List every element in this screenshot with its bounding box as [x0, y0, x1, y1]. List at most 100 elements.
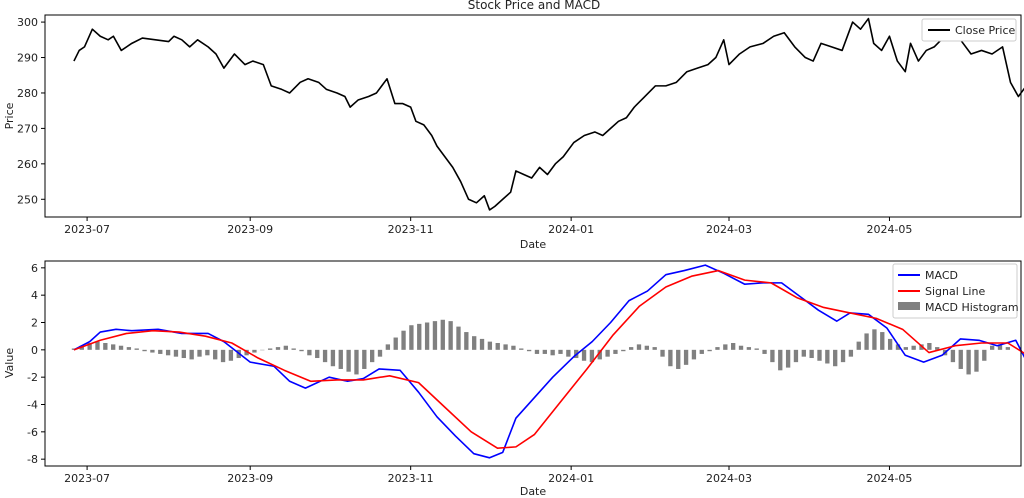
macd-histogram-bar	[126, 347, 132, 350]
macd-histogram-bar	[393, 337, 398, 350]
macd-histogram-bar	[927, 343, 932, 350]
macd-histogram-bar	[189, 349, 194, 360]
y-tick-label: -2	[27, 371, 38, 384]
macd-histogram-bar	[134, 348, 139, 350]
y-tick-label: 250	[17, 193, 38, 206]
macd-histogram-bar	[244, 349, 249, 356]
macd-histogram-bar	[958, 349, 963, 369]
macd-histogram-bar	[644, 345, 649, 350]
macd-histogram-bar	[228, 349, 234, 361]
legend-label-signal-line: Signal Line	[925, 285, 985, 298]
macd-histogram-bar	[448, 321, 453, 350]
macd-histogram-bar	[566, 349, 571, 357]
y-tick-label: 280	[17, 87, 38, 100]
x-tick-label: 2023-09	[227, 223, 273, 236]
macd-histogram-bar	[903, 347, 908, 350]
macd-histogram-bar	[503, 344, 508, 350]
macd-histogram-bar	[291, 348, 296, 350]
x-tick-label: 2024-03	[706, 472, 752, 485]
macd-histogram-bar	[275, 347, 281, 350]
y-tick-label: 6	[31, 262, 38, 275]
macd-histogram-bar	[267, 348, 273, 350]
macd-histogram-bar	[668, 349, 673, 367]
y-tick-label: 270	[17, 122, 38, 135]
macd-histogram-bar	[338, 349, 343, 369]
macd-histogram-bar	[205, 349, 210, 356]
macd-histogram-bar	[252, 349, 257, 353]
x-tick-label: 2024-03	[706, 223, 752, 236]
macd-histogram-bar	[1005, 347, 1011, 350]
x-tick-label: 2024-01	[548, 472, 594, 485]
y-tick-label: 300	[17, 16, 38, 29]
x-tick-label: 2024-05	[866, 472, 912, 485]
macd-histogram-bar	[778, 349, 783, 371]
macd-histogram-bar	[982, 349, 987, 361]
macd-histogram-bar	[833, 349, 838, 367]
macd-histogram-bar	[424, 322, 430, 350]
macd-axes: 2023-07 2023-09 2023-11 2024-01 2024-03 2024-…	[3, 260, 1024, 498]
macd-histogram-bar	[691, 349, 697, 360]
macd-histogram-bar	[377, 349, 383, 357]
x-tick-label: 2023-11	[388, 223, 434, 236]
macd-histogram-bar	[213, 349, 218, 360]
macd-histogram-bar	[401, 330, 406, 350]
macd-histogram-bar	[581, 349, 587, 361]
macd-histogram-bar	[346, 349, 351, 372]
macd-histogram-bar	[652, 347, 657, 350]
macd-histogram-bar	[558, 349, 563, 354]
macd-x-axis-label: Date	[520, 485, 547, 498]
macd-histogram-bar	[636, 344, 642, 350]
macd-histogram-bar	[621, 349, 626, 352]
macd-axes-frame	[44, 260, 1022, 467]
macd-histogram-bar	[150, 349, 155, 353]
macd-histogram-bar	[809, 349, 814, 359]
macd-histogram-bar	[762, 349, 767, 354]
macd-histogram-bar	[715, 347, 720, 350]
y-tick-label: 0	[31, 344, 38, 357]
x-tick-label: 2023-09	[227, 472, 273, 485]
macd-histogram-bar	[118, 345, 124, 350]
macd-histogram-bar	[817, 349, 822, 361]
price-axes: 2023-07 2023-09 2023-11 2024-01 2024-03 2024-…	[3, 14, 1024, 251]
macd-histogram-bar	[825, 349, 830, 364]
macd-histogram-bar	[307, 349, 312, 356]
x-tick-label: 2023-11	[388, 472, 434, 485]
x-tick-label: 2024-01	[548, 223, 594, 236]
macd-histogram-bar	[801, 349, 806, 357]
legend-label-macd-histogram: MACD Histogram	[925, 301, 1019, 314]
macd-histogram-bar	[487, 341, 493, 350]
macd-histogram-bar	[605, 349, 610, 357]
macd-histogram-bar	[283, 345, 288, 350]
macd-y-axis-label: Value	[3, 348, 16, 378]
price-x-axis-label: Date	[520, 238, 547, 251]
macd-histogram-bar	[676, 349, 681, 369]
y-tick-label: 2	[31, 317, 38, 330]
y-tick-label: 260	[17, 158, 38, 171]
macd-histogram-bar	[315, 349, 320, 359]
macd-histogram-bar	[707, 349, 712, 352]
macd-histogram-bar	[322, 349, 328, 363]
macd-histogram-bar	[974, 349, 979, 372]
macd-histogram-bar	[87, 343, 92, 350]
macd-histogram-bar	[197, 349, 202, 357]
macd-histogram-bar	[997, 344, 1003, 350]
macd-histogram-bar	[840, 349, 846, 363]
macd-histogram-bar	[550, 349, 555, 356]
macd-histogram-bar	[511, 345, 516, 350]
x-tick-label: 2024-05	[866, 223, 912, 236]
macd-histogram-bar	[456, 326, 461, 350]
macd-histogram-bar	[542, 349, 547, 354]
macd-histogram-bar	[966, 349, 971, 375]
macd-histogram-bar	[495, 343, 500, 350]
macd-histogram-bar	[464, 332, 469, 350]
y-tick-label: 290	[17, 52, 38, 65]
macd-histogram-bar	[173, 349, 179, 357]
macd-histogram-bar	[519, 348, 524, 350]
macd-histogram-bar	[440, 319, 445, 350]
macd-histogram-bar	[95, 341, 100, 350]
macd-histogram-bar	[142, 349, 147, 352]
price-legend-box	[921, 18, 1017, 42]
macd-histogram-bar	[432, 321, 438, 350]
macd-histogram-bar	[738, 345, 744, 350]
